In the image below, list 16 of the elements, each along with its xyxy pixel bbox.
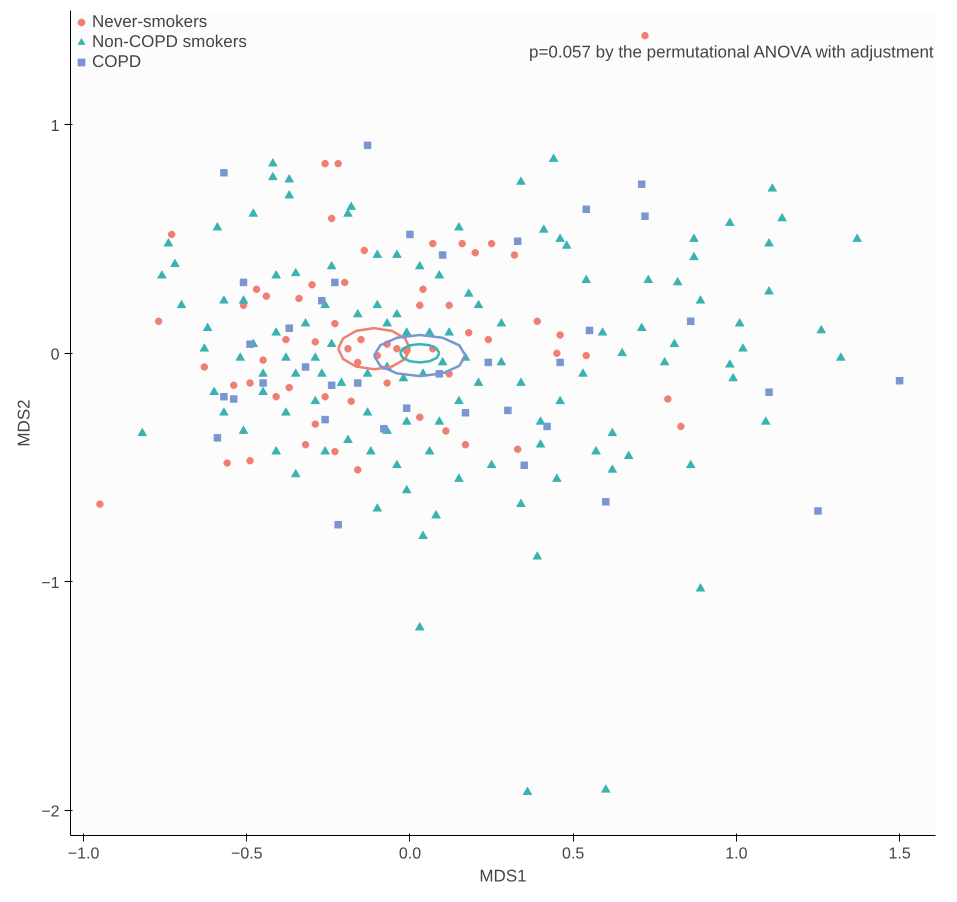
x-tick-label: −1.0: [68, 846, 100, 862]
x-tick-label: −0.5: [230, 846, 263, 862]
x-tick-label: 1.0: [725, 846, 748, 862]
x-tick-label: 0.0: [398, 846, 422, 862]
annotation: p=0.057 by the permutational ANOVA with adjustment: [529, 42, 934, 62]
legend-label: COPD: [92, 52, 142, 72]
legend-label: Never-smokers: [92, 12, 208, 32]
y-tick-label: 0: [50, 346, 60, 364]
x-tick-label: 1.5: [888, 846, 911, 862]
y-axis-title: MDS2: [14, 399, 34, 447]
y-tick-label: 1: [50, 118, 60, 135]
x-tick-label: 0.5: [562, 846, 584, 862]
y-tick-label: −2: [41, 803, 60, 820]
x-axis-title: MDS1: [479, 866, 527, 886]
legend-label: Non-COPD smokers: [92, 32, 247, 52]
y-tick-label: −1: [41, 574, 60, 592]
